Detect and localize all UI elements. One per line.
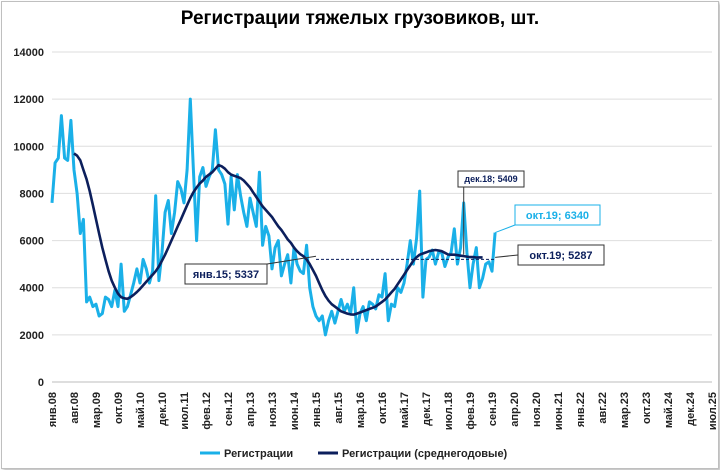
legend-label: Регистрации (среднегодовые) xyxy=(342,448,508,460)
x-tick-label: дек.17 xyxy=(421,392,433,426)
annotation-leader xyxy=(495,254,519,258)
y-tick-label: 4000 xyxy=(20,283,44,295)
x-tick-label: июн.14 xyxy=(289,391,301,430)
annotation-label: янв.15; 5337 xyxy=(193,269,259,281)
annotation-box xyxy=(457,170,525,188)
x-tick-label: ноя.13 xyxy=(267,392,279,427)
y-tick-label: 12000 xyxy=(13,94,44,106)
x-tick-label: июн.21 xyxy=(553,392,565,430)
x-tick-label: окт.16 xyxy=(377,392,389,424)
annotation-box xyxy=(517,244,605,266)
legend-label: Регистрации xyxy=(224,448,293,460)
x-tick-label: май.24 xyxy=(663,391,675,428)
y-tick-label: 10000 xyxy=(13,141,44,153)
x-tick-label: сен.19 xyxy=(487,392,499,426)
annotation-leader xyxy=(494,224,516,234)
x-tick-label: янв.15 xyxy=(311,392,323,427)
x-tick-label: ноя.20 xyxy=(531,392,543,427)
x-tick-label: янв.08 xyxy=(47,392,59,427)
annotation-label: дек.18; 5409 xyxy=(464,174,517,184)
annotation-label: окт.19; 6340 xyxy=(526,210,589,222)
x-tick-label: авг.15 xyxy=(333,392,345,424)
series-line-average xyxy=(73,152,483,316)
x-tick-label: июл.25 xyxy=(707,392,719,430)
x-tick-label: окт.23 xyxy=(641,392,653,424)
y-tick-label: 2000 xyxy=(20,330,44,342)
x-tick-label: фев.19 xyxy=(465,392,477,430)
annotation-leader xyxy=(266,255,317,265)
x-tick-label: мар.23 xyxy=(619,392,631,428)
y-tick-label: 6000 xyxy=(20,236,44,248)
series-line-monthly xyxy=(50,97,497,337)
x-tick-label: дек.10 xyxy=(157,392,169,426)
x-tick-label: май.10 xyxy=(135,392,147,428)
y-tick-label: 14000 xyxy=(13,47,44,59)
x-tick-label: апр.20 xyxy=(509,392,521,427)
chart-title: Регистрации тяжелых грузовиков, шт. xyxy=(180,8,540,29)
x-tick-label: мар.16 xyxy=(355,392,367,428)
x-tick-label: авг.08 xyxy=(69,392,81,424)
x-tick-label: авг.22 xyxy=(597,392,609,424)
annotation-box xyxy=(184,263,268,285)
x-tick-label: май.17 xyxy=(399,392,411,428)
x-tick-label: янв.22 xyxy=(575,392,587,427)
y-tick-label: 8000 xyxy=(20,188,44,200)
x-tick-label: мар.09 xyxy=(91,392,103,428)
annotation-box xyxy=(514,204,601,226)
annotation-label: окт.19; 5287 xyxy=(529,250,592,262)
x-tick-label: июл.18 xyxy=(443,392,455,430)
x-tick-label: дек.24 xyxy=(685,391,697,426)
x-tick-label: сен.12 xyxy=(223,392,235,426)
x-tick-label: июл.11 xyxy=(179,392,191,430)
x-tick-label: фев.12 xyxy=(201,392,213,430)
y-tick-label: 0 xyxy=(38,377,44,389)
x-tick-label: апр.13 xyxy=(245,392,257,427)
x-tick-label: окт.09 xyxy=(113,392,125,424)
